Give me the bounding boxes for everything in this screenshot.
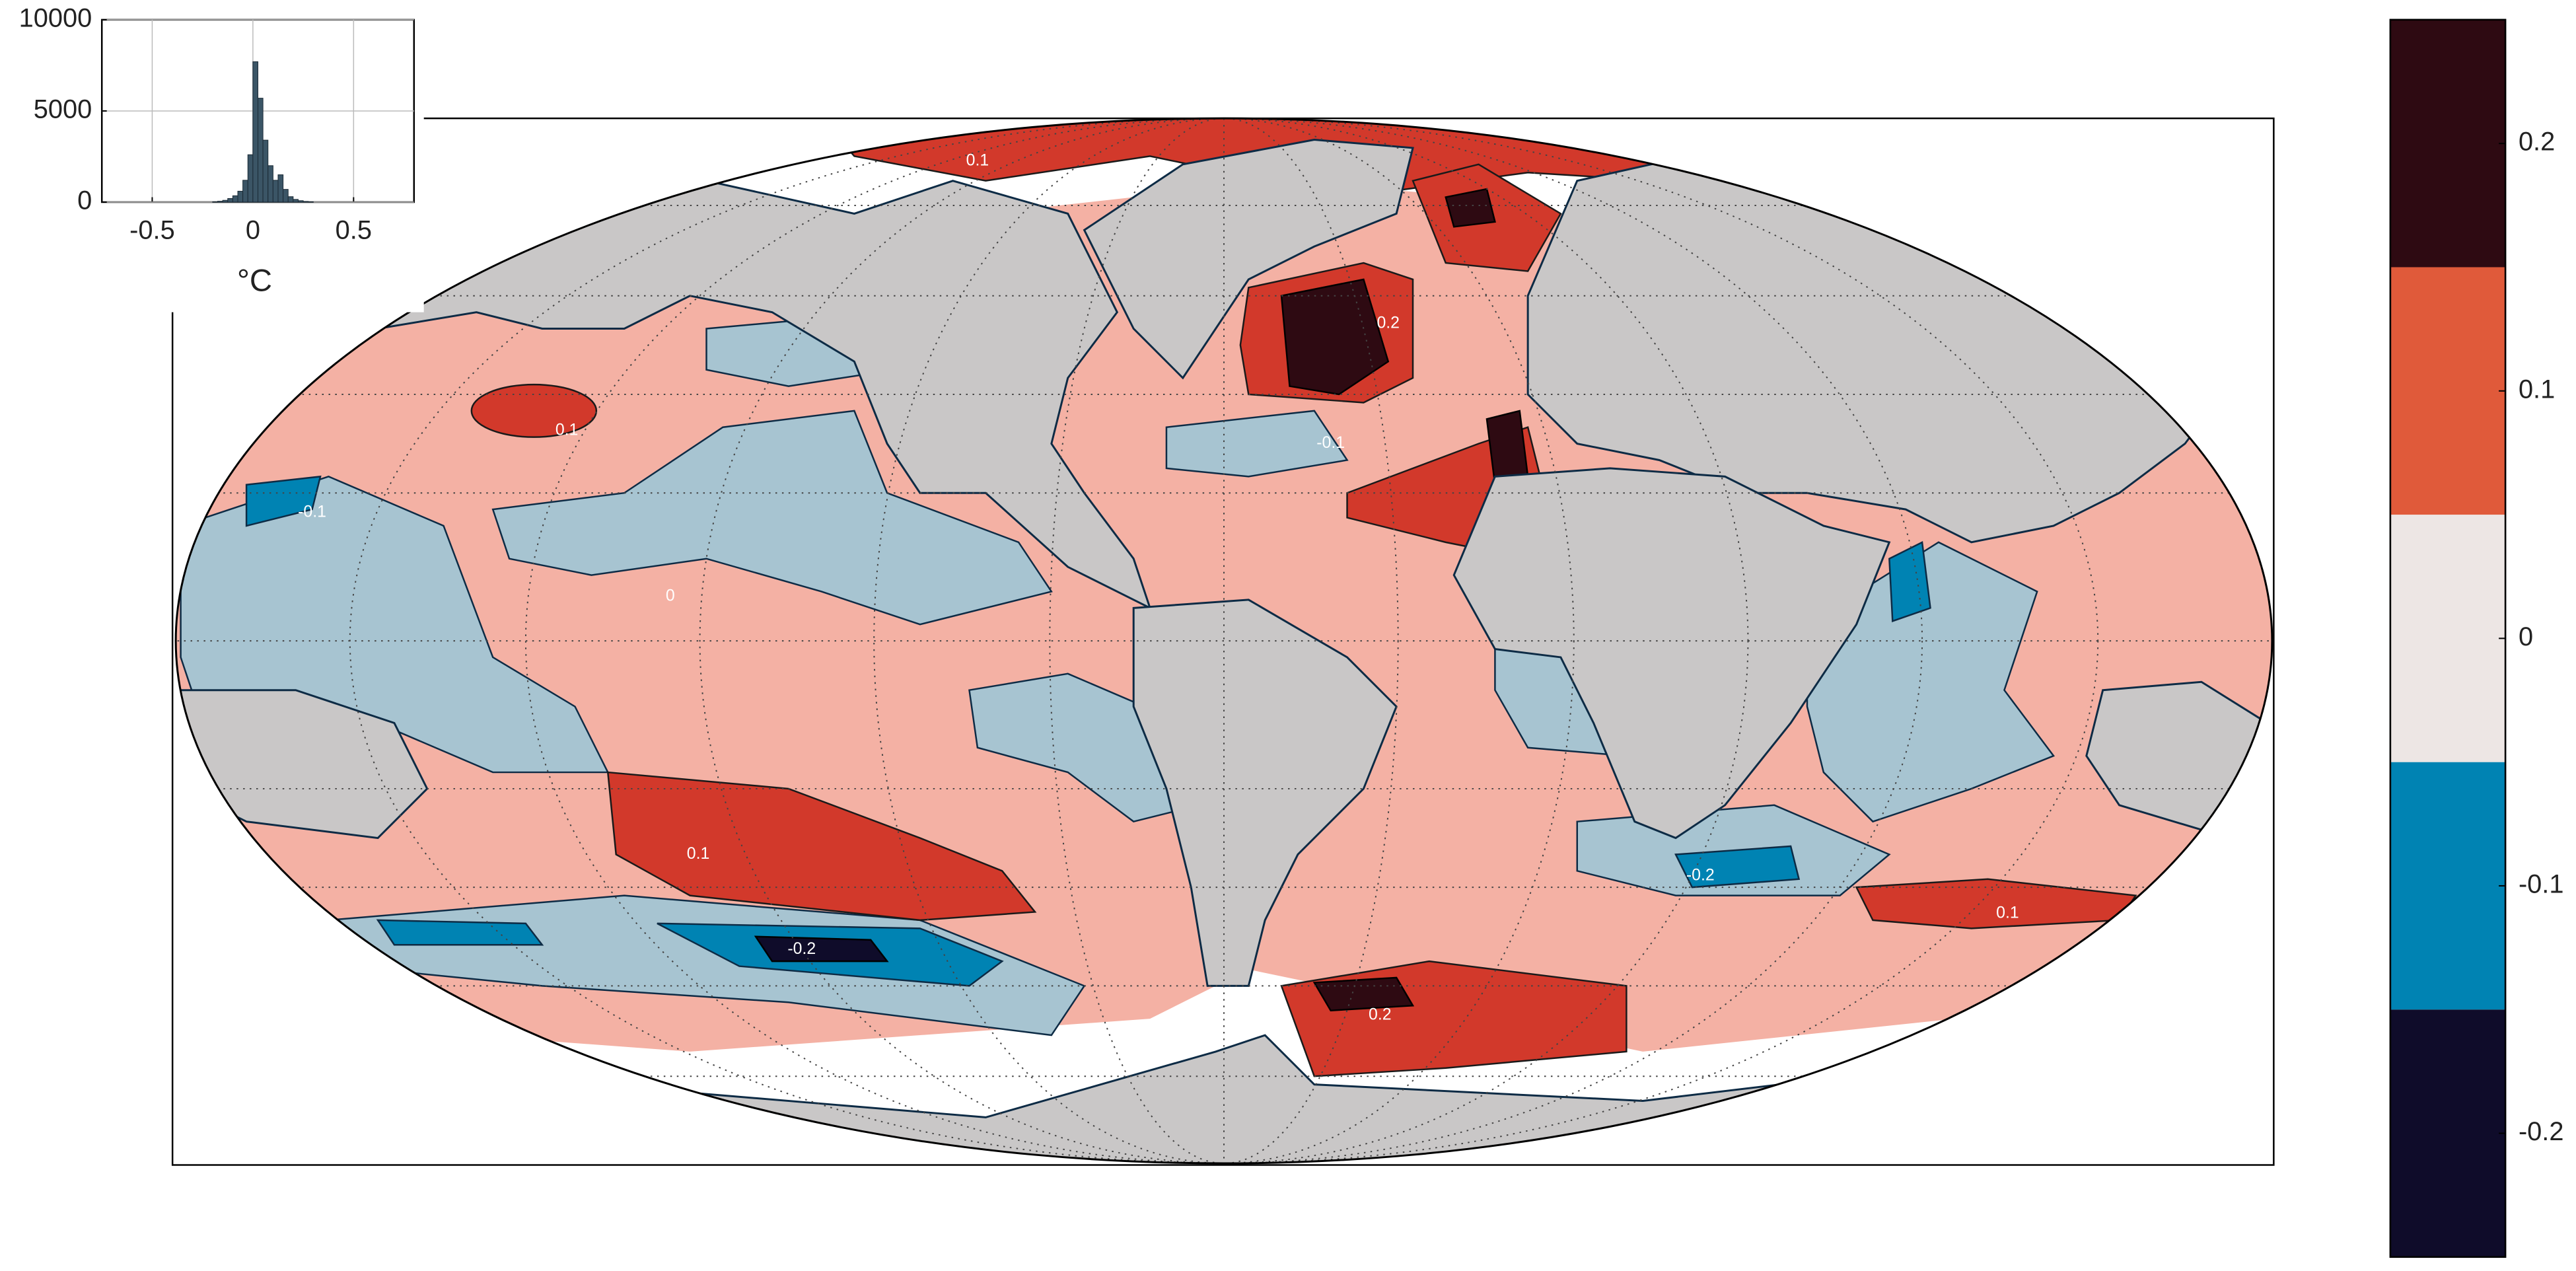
contour-label: 0.1 xyxy=(1996,904,2019,922)
colorbar-segment xyxy=(2390,1009,2506,1257)
contour-label: -0.2 xyxy=(787,939,816,958)
colorbar-segment xyxy=(2390,515,2506,762)
y-tick-label: 10000 xyxy=(19,3,92,32)
strongest-warm-region xyxy=(1280,278,1390,396)
histogram-bar xyxy=(293,199,299,203)
contour-label: -0.2 xyxy=(1686,865,1715,884)
colorbar-segment xyxy=(2390,267,2506,515)
contour-label: -0.1 xyxy=(298,503,326,521)
cool-region xyxy=(491,410,1053,626)
warm-region xyxy=(470,383,598,438)
colorbar-outline xyxy=(2389,18,2507,1258)
histogram-bar xyxy=(257,98,264,203)
map xyxy=(176,118,2272,1164)
colorbar-segment xyxy=(2390,19,2506,268)
x-tick-label: 0 xyxy=(246,215,260,244)
greenland xyxy=(1083,138,1414,380)
histogram-bar xyxy=(277,174,284,203)
graticule xyxy=(873,118,1575,1164)
colorbar-tick-label: -0.1 xyxy=(2519,869,2564,898)
contour-label: 0.2 xyxy=(1377,314,1400,332)
contour-label: 0 xyxy=(666,586,675,604)
y-tick-label: 0 xyxy=(77,186,92,215)
contour-label: 0.1 xyxy=(555,420,579,439)
colorbar-tick-label: 0.1 xyxy=(2519,375,2555,404)
histogram-bar xyxy=(252,61,258,203)
warm-region xyxy=(606,771,1037,922)
south-america xyxy=(1132,599,1398,987)
histogram-bar xyxy=(242,180,248,203)
histogram-bar xyxy=(272,180,279,203)
histogram-bar xyxy=(303,201,309,203)
colorbar-tick-label: 0 xyxy=(2519,622,2533,651)
histogram-bar xyxy=(237,190,244,203)
contour-label: 0.1 xyxy=(687,844,710,863)
y-tick-label: 5000 xyxy=(34,94,92,124)
histogram-bar xyxy=(227,198,233,203)
cool-region xyxy=(1806,541,2056,823)
graticule xyxy=(524,118,1923,1164)
strong-cool-region xyxy=(376,919,544,946)
strong-cool-region xyxy=(1674,845,1801,889)
strongest-warm-region xyxy=(1312,976,1415,1012)
histogram-bar xyxy=(247,154,254,203)
histogram-bar xyxy=(283,189,289,203)
histogram-bar xyxy=(222,200,229,203)
histogram-bar xyxy=(287,196,294,203)
contour-label: 0.2 xyxy=(1369,1005,1392,1024)
strongest-cool-region xyxy=(754,935,889,962)
colorbar-segment xyxy=(2390,762,2506,1010)
strongest-warm-region xyxy=(1445,188,1496,228)
histogram-bar xyxy=(297,200,304,203)
contour-label: 0.1 xyxy=(966,151,989,169)
colorbar-tick-label: -0.2 xyxy=(2519,1117,2564,1146)
contour-label: -0.1 xyxy=(1316,433,1345,452)
x-tick-label: 0.5 xyxy=(336,215,372,244)
histogram-bar xyxy=(262,139,269,203)
x-axis-label: °C xyxy=(237,263,272,298)
histogram-bar xyxy=(232,195,238,203)
colorbar-tick-label: 0.2 xyxy=(2519,127,2555,157)
histogram-bar xyxy=(217,201,223,203)
histogram-bar xyxy=(212,201,219,203)
cool-region xyxy=(1165,410,1349,478)
strong-cool-region xyxy=(245,475,322,527)
histogram-bar xyxy=(268,165,273,203)
africa xyxy=(1452,467,1891,840)
histogram-bar xyxy=(308,201,314,203)
antarctica xyxy=(176,1034,2272,1164)
map-outline xyxy=(174,117,2273,1165)
graticule xyxy=(1049,118,1399,1164)
x-tick-label: -0.5 xyxy=(129,215,175,244)
